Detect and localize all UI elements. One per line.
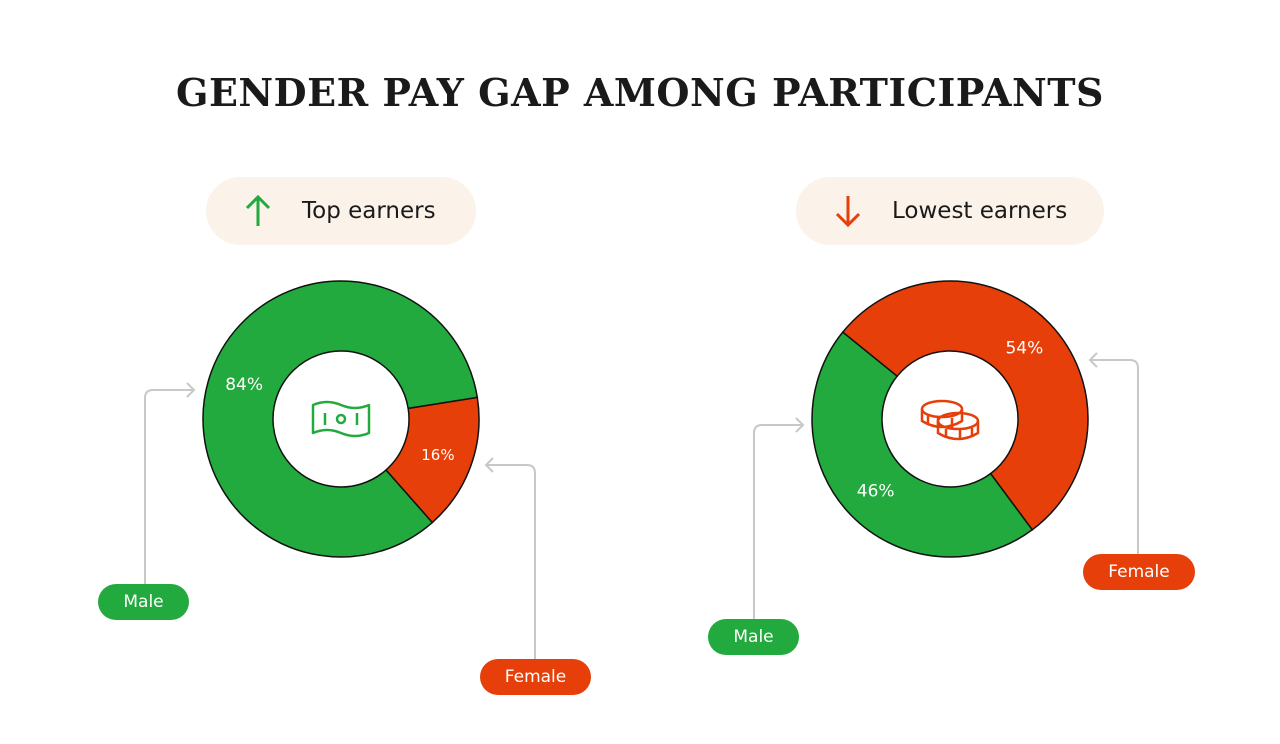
slice-female	[384, 396, 480, 524]
arrow-up-icon	[245, 194, 271, 226]
slice-female	[841, 280, 1089, 531]
donut-lowest-earners: 54% 46%	[811, 280, 1089, 558]
female-connector-left	[484, 457, 536, 660]
data-label-male: 84%	[225, 375, 263, 395]
data-label-male: 46%	[857, 481, 895, 501]
female-tag-top: Female	[480, 659, 591, 695]
female-tag-lowest: Female	[1083, 554, 1195, 590]
top-earners-title: Top earners	[302, 198, 436, 224]
male-tag-top: Male	[98, 584, 189, 620]
slice-male	[202, 280, 479, 558]
lowest-earners-title: Lowest earners	[892, 198, 1068, 224]
data-label-female: 54%	[1005, 339, 1043, 359]
male-tag-lowest: Male	[708, 619, 799, 655]
donut-top-earners: 16% 84%	[202, 280, 480, 558]
banknote-icon	[311, 400, 371, 438]
arrow-down-icon	[835, 196, 861, 228]
slice-male	[811, 331, 1034, 558]
male-connector-right	[753, 417, 805, 620]
top-earners-header: Top earners	[206, 177, 476, 245]
coins-icon	[920, 399, 980, 441]
data-label-female: 16%	[421, 446, 454, 464]
page-title: GENDER PAY GAP AMONG PARTICIPANTS	[176, 70, 1104, 115]
female-connector-right	[1088, 352, 1139, 555]
lowest-earners-header: Lowest earners	[796, 177, 1104, 245]
male-connector-left	[144, 382, 196, 585]
